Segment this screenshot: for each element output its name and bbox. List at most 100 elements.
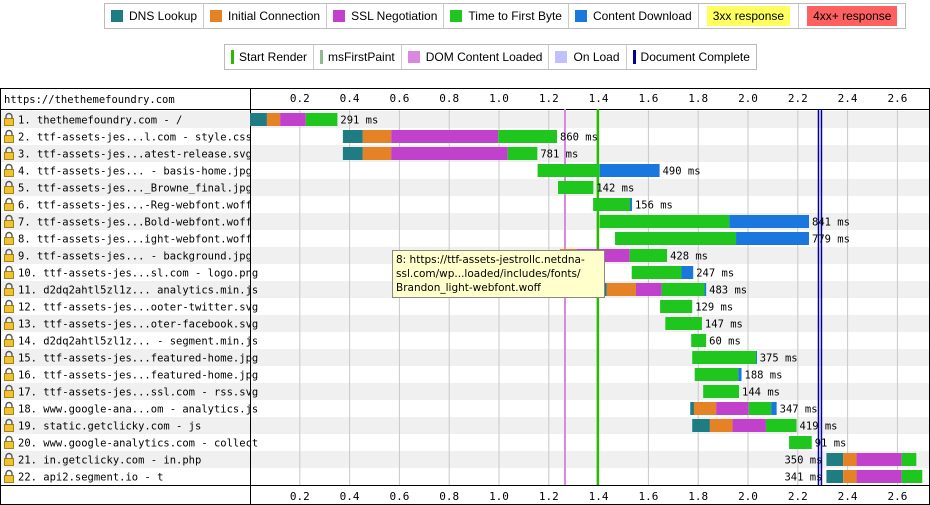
timing-bar-ttfb[interactable] [629, 249, 668, 262]
legend-start-render: Start Render [225, 45, 315, 69]
lock-icon [4, 384, 14, 398]
start-render-swatch [231, 50, 234, 64]
timing-bar-ttfb[interactable] [661, 283, 705, 296]
legend-ttfb-label: Time to First Byte [468, 9, 562, 23]
request-label[interactable]: 6. ttf-assets-jes...-Reg-webfont.woff [18, 200, 252, 212]
timing-bar-ttfb[interactable] [507, 147, 538, 160]
dom-content-loaded-swatch [407, 51, 420, 63]
request-label[interactable]: 13. ttf-assets-jes...oter-facebook.svg [18, 319, 258, 331]
timing-bar-dns[interactable] [826, 453, 844, 466]
timing-bar-connect[interactable] [362, 130, 392, 143]
timing-bar-ssl[interactable] [732, 419, 766, 432]
timing-bar-ttfb[interactable] [691, 334, 707, 347]
legend-3xx-label: 3xx response [706, 6, 791, 26]
request-label[interactable]: 4. ttf-assets-jes... - basis-home.jpg [18, 166, 252, 178]
request-label[interactable]: 10. ttf-assets-jes...sl.com - logo.png [18, 268, 258, 280]
timing-bar-ttfb[interactable] [593, 198, 630, 211]
request-label[interactable]: 16. ttf-assets-jes...featured-home.jpg [18, 370, 258, 382]
request-label[interactable]: 9. ttf-assets-jes... - background.jpg [18, 251, 252, 263]
timing-bar-dns[interactable] [692, 419, 710, 432]
request-label[interactable]: 3. ttf-assets-jes...atest-release.svg [18, 149, 252, 161]
tick-label-bottom: 0.6 [389, 490, 409, 503]
timing-bar-ttfb[interactable] [631, 266, 682, 279]
request-label[interactable]: 21. in.getclicky.com - in.php [18, 455, 201, 467]
timing-bar-ssl[interactable] [635, 283, 662, 296]
timing-bar-download[interactable] [681, 266, 694, 279]
lock-icon [4, 180, 14, 194]
request-label[interactable]: 1. thethemefoundry.com - / [18, 115, 182, 127]
timing-bar-download[interactable] [729, 215, 810, 228]
timing-bar-dns[interactable] [690, 402, 694, 415]
request-label[interactable]: 14. d2dq2ahtl5zl1z... - segment.min.js [18, 336, 258, 348]
timing-bar-ttfb[interactable] [901, 453, 917, 466]
request-label[interactable]: 17. ttf-assets-jes...ssl.com - rss.svg [18, 387, 258, 399]
timing-bar-ttfb[interactable] [703, 385, 740, 398]
timing-bar-download[interactable] [738, 368, 742, 381]
tick-label-bottom: 1.4 [589, 490, 609, 503]
lock-icon [4, 418, 14, 432]
tick-label-bottom: 1.2 [539, 490, 559, 503]
timing-bar-connect[interactable] [709, 419, 733, 432]
request-label[interactable]: 2. ttf-assets-jes...l.com - style.css [18, 132, 252, 144]
timing-bar-dns[interactable] [826, 470, 844, 483]
request-label[interactable]: 7. ttf-assets-jes...Bold-webfont.woff [18, 217, 252, 229]
legend-download-label: Content Download [592, 9, 692, 23]
request-label[interactable]: 5. ttf-assets-jes..._Browne_final.jpg [18, 183, 252, 195]
timing-bar-ssl[interactable] [280, 113, 306, 126]
tick-label-top: 0.2 [290, 92, 310, 105]
timing-bar-dns[interactable] [342, 147, 363, 160]
request-label[interactable]: 12. ttf-assets-jes...ooter-twitter.svg [18, 302, 258, 314]
request-label[interactable]: 8. ttf-assets-jes...ight-webfont.woff [18, 234, 252, 246]
timing-bar-ttfb[interactable] [665, 317, 702, 330]
timing-bar-download[interactable] [755, 351, 757, 364]
timing-bar-ttfb[interactable] [305, 113, 338, 126]
timing-bar-dns[interactable] [250, 113, 267, 126]
timing-bar-ttfb[interactable] [537, 164, 600, 177]
timing-bar-ttfb[interactable] [615, 232, 737, 245]
request-label[interactable]: 15. ttf-assets-jes...featured-home.jpg [18, 353, 258, 365]
legend-first-paint-label: msFirstPaint [328, 50, 395, 64]
timing-bar-ttfb[interactable] [498, 130, 558, 143]
timing-bar-connect[interactable] [693, 402, 717, 415]
timing-bar-connect[interactable] [606, 283, 636, 296]
timing-bar-connect[interactable] [266, 113, 281, 126]
request-label[interactable]: 11. d2dq2ahtl5zl1z... analytics.min.js [18, 285, 258, 297]
timing-bar-ttfb[interactable] [789, 436, 812, 449]
timing-bar-ttfb[interactable] [694, 368, 739, 381]
duration-label: 147 ms [705, 319, 743, 331]
timing-bar-ttfb[interactable] [765, 419, 797, 432]
row-background [0, 383, 930, 400]
timing-bar-ttfb[interactable] [692, 351, 756, 364]
timing-bar-ssl[interactable] [391, 147, 508, 160]
timing-bar-dns[interactable] [342, 130, 363, 143]
timing-bar-ssl[interactable] [856, 453, 902, 466]
legend-4xx: 4xx+ response [799, 4, 905, 28]
request-label[interactable]: 20. www.google-analytics.com - collect [18, 438, 258, 450]
timing-bar-download[interactable] [599, 164, 660, 177]
timing-bar-connect[interactable] [843, 470, 857, 483]
tick-label-top: 1.2 [539, 92, 559, 105]
first-paint-swatch [320, 50, 324, 64]
timing-bar-connect[interactable] [843, 453, 857, 466]
waterfall-svg: https://thethemefoundry.com 0.2 0.2 0.4 0.4 0… [0, 88, 930, 505]
tick-label-top: 1.6 [638, 92, 658, 105]
legend-dom-content-loaded: DOM Content Loaded [402, 45, 550, 69]
timing-bar-download[interactable] [704, 283, 707, 296]
timing-bar-ttfb[interactable] [558, 181, 594, 194]
timing-bar-download[interactable] [736, 232, 810, 245]
timing-bar-ttfb[interactable] [901, 470, 923, 483]
timing-bar-download[interactable] [771, 402, 777, 415]
timing-bar-connect[interactable] [362, 147, 392, 160]
timing-bar-ttfb[interactable] [599, 215, 730, 228]
request-label[interactable]: 19. static.getclicky.com - js [18, 421, 201, 433]
timing-bar-ssl[interactable] [391, 130, 499, 143]
legend-ssl-label: SSL Negotiation [351, 9, 438, 23]
timing-bar-ttfb[interactable] [748, 402, 772, 415]
timing-bar-ttfb[interactable] [660, 300, 693, 313]
timing-bar-ssl[interactable] [856, 470, 902, 483]
timing-bar-download[interactable] [629, 198, 632, 211]
request-label[interactable]: 18. www.google-ana...om - analytics.js [18, 404, 258, 416]
timing-bar-ssl[interactable] [716, 402, 749, 415]
duration-label: 144 ms [742, 387, 780, 399]
request-label[interactable]: 22. api2.segment.io - t [18, 472, 163, 484]
